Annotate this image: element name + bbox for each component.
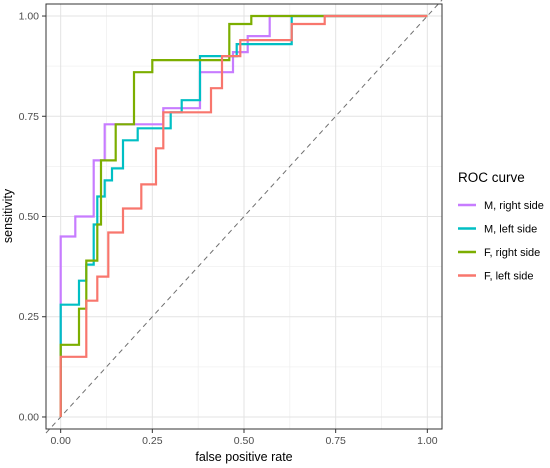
y-tick-label: 0.00 bbox=[19, 411, 40, 423]
y-tick-label: 0.75 bbox=[19, 111, 40, 123]
x-tick-label: 0.00 bbox=[50, 435, 71, 447]
x-axis-ticks: 0.00 0.25 0.50 0.75 1.00 bbox=[50, 429, 438, 447]
x-tick-label: 1.00 bbox=[417, 435, 438, 447]
legend-items: M, right side M, left side F, right side F,… bbox=[457, 195, 544, 286]
series-lines bbox=[59, 14, 428, 417]
y-axis-title: sensitivity bbox=[1, 188, 15, 243]
roc-series-line-0 bbox=[59, 14, 428, 417]
roc-series-line-2 bbox=[59, 14, 428, 417]
y-tick-label: 0.50 bbox=[19, 211, 40, 223]
legend-title: ROC curve bbox=[458, 170, 525, 185]
grid-major bbox=[46, 4, 442, 429]
legend-label-2: F, right side bbox=[484, 247, 540, 259]
x-tick-label: 0.75 bbox=[325, 435, 346, 447]
reference-diagonal bbox=[45, 0, 443, 434]
x-tick-label: 0.25 bbox=[142, 435, 163, 447]
roc-series-line-3 bbox=[59, 14, 428, 417]
legend-label-1: M, left side bbox=[484, 224, 537, 236]
legend-label-3: F, left side bbox=[484, 271, 534, 283]
y-axis-ticks: 0.00 0.25 0.50 0.75 1.00 bbox=[19, 11, 46, 423]
legend: ROC curve M, right side M, left side F, ri… bbox=[457, 170, 544, 286]
x-axis-title: false positive rate bbox=[195, 450, 292, 464]
y-tick-label: 1.00 bbox=[19, 11, 40, 23]
legend-label-0: M, right side bbox=[484, 200, 544, 212]
x-tick-label: 0.50 bbox=[234, 435, 255, 447]
y-tick-label: 0.25 bbox=[19, 311, 40, 323]
